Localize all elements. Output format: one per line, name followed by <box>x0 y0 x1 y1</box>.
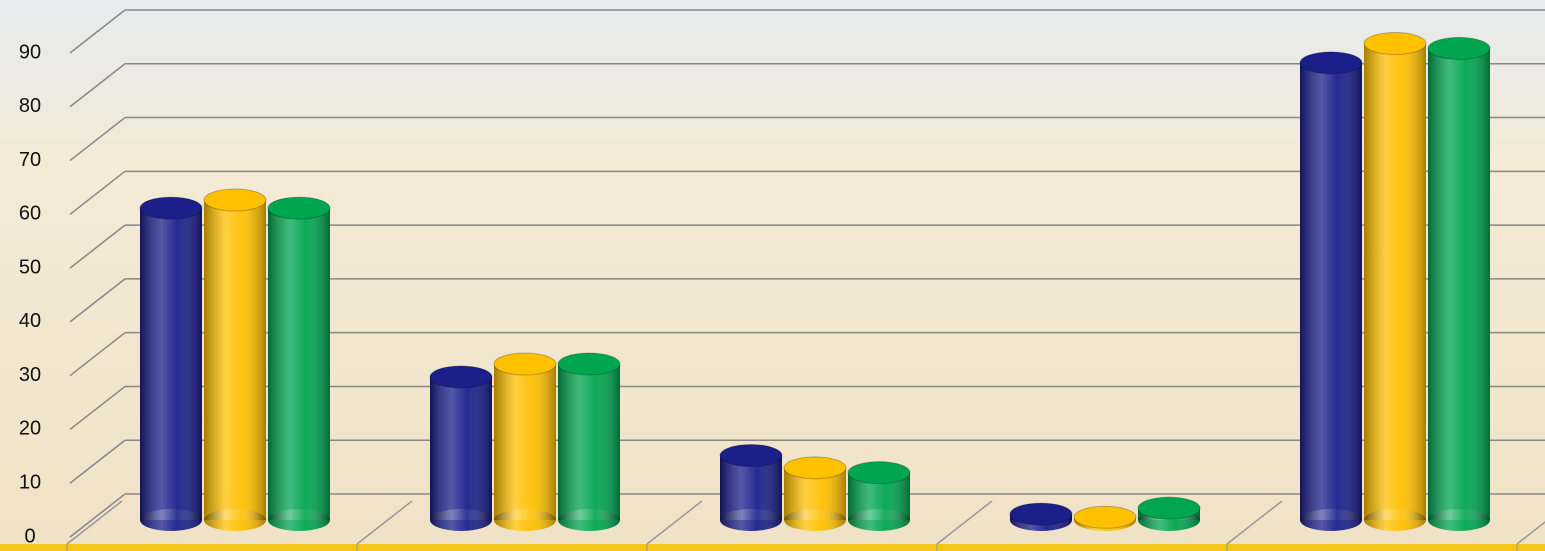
y-tick-label: 70 <box>19 149 41 171</box>
bar-shade <box>1300 63 1362 520</box>
bar-top <box>558 353 620 375</box>
y-tick-label: 50 <box>19 256 41 278</box>
bar-base-shade <box>140 509 202 531</box>
bar-top <box>1364 33 1426 55</box>
y-tick-label: 90 <box>19 41 41 63</box>
bar-top <box>1300 52 1362 74</box>
bar-top <box>204 189 266 211</box>
bar-top <box>1428 37 1490 59</box>
bar-shade <box>494 364 556 520</box>
bar-shade <box>1428 48 1490 520</box>
bar-top <box>430 366 492 388</box>
bar-shade <box>558 364 620 520</box>
bar-base-shade <box>268 509 330 531</box>
bar-top <box>1138 497 1200 519</box>
category-band <box>0 544 1545 551</box>
bar-top <box>268 197 330 219</box>
bar-base-shade <box>784 509 846 531</box>
bar-shade <box>268 208 330 520</box>
bar-base-shade <box>1428 509 1490 531</box>
bar-top <box>784 457 846 479</box>
chart: 0 10 20 30 40 50 60 70 80 90 <box>0 0 1545 551</box>
bar-top <box>720 444 782 466</box>
bar-base-shade <box>494 509 556 531</box>
bar-top <box>494 353 556 375</box>
y-tick-label: 20 <box>19 418 41 440</box>
bar-top <box>1074 506 1136 528</box>
bar-base-shade <box>558 509 620 531</box>
bar-base-shade <box>848 509 910 531</box>
bar-top <box>1010 503 1072 525</box>
y-tick-label: 80 <box>19 95 41 117</box>
bar-base-shade <box>1364 509 1426 531</box>
bar-top <box>140 197 202 219</box>
bar-shade <box>204 200 266 520</box>
bar-base-shade <box>1300 509 1362 531</box>
y-tick-label: 0 <box>24 525 35 547</box>
bar-shade <box>430 377 492 520</box>
y-tick-label: 10 <box>19 472 41 494</box>
bar-shade <box>140 208 202 520</box>
bar-top <box>848 462 910 484</box>
bar-base-shade <box>204 509 266 531</box>
bar-base-shade <box>720 509 782 531</box>
y-tick-label: 60 <box>19 203 41 225</box>
y-tick-label: 40 <box>19 310 41 332</box>
bar-shade <box>1364 44 1426 520</box>
bar-base-shade <box>430 509 492 531</box>
y-tick-label: 30 <box>19 364 41 386</box>
